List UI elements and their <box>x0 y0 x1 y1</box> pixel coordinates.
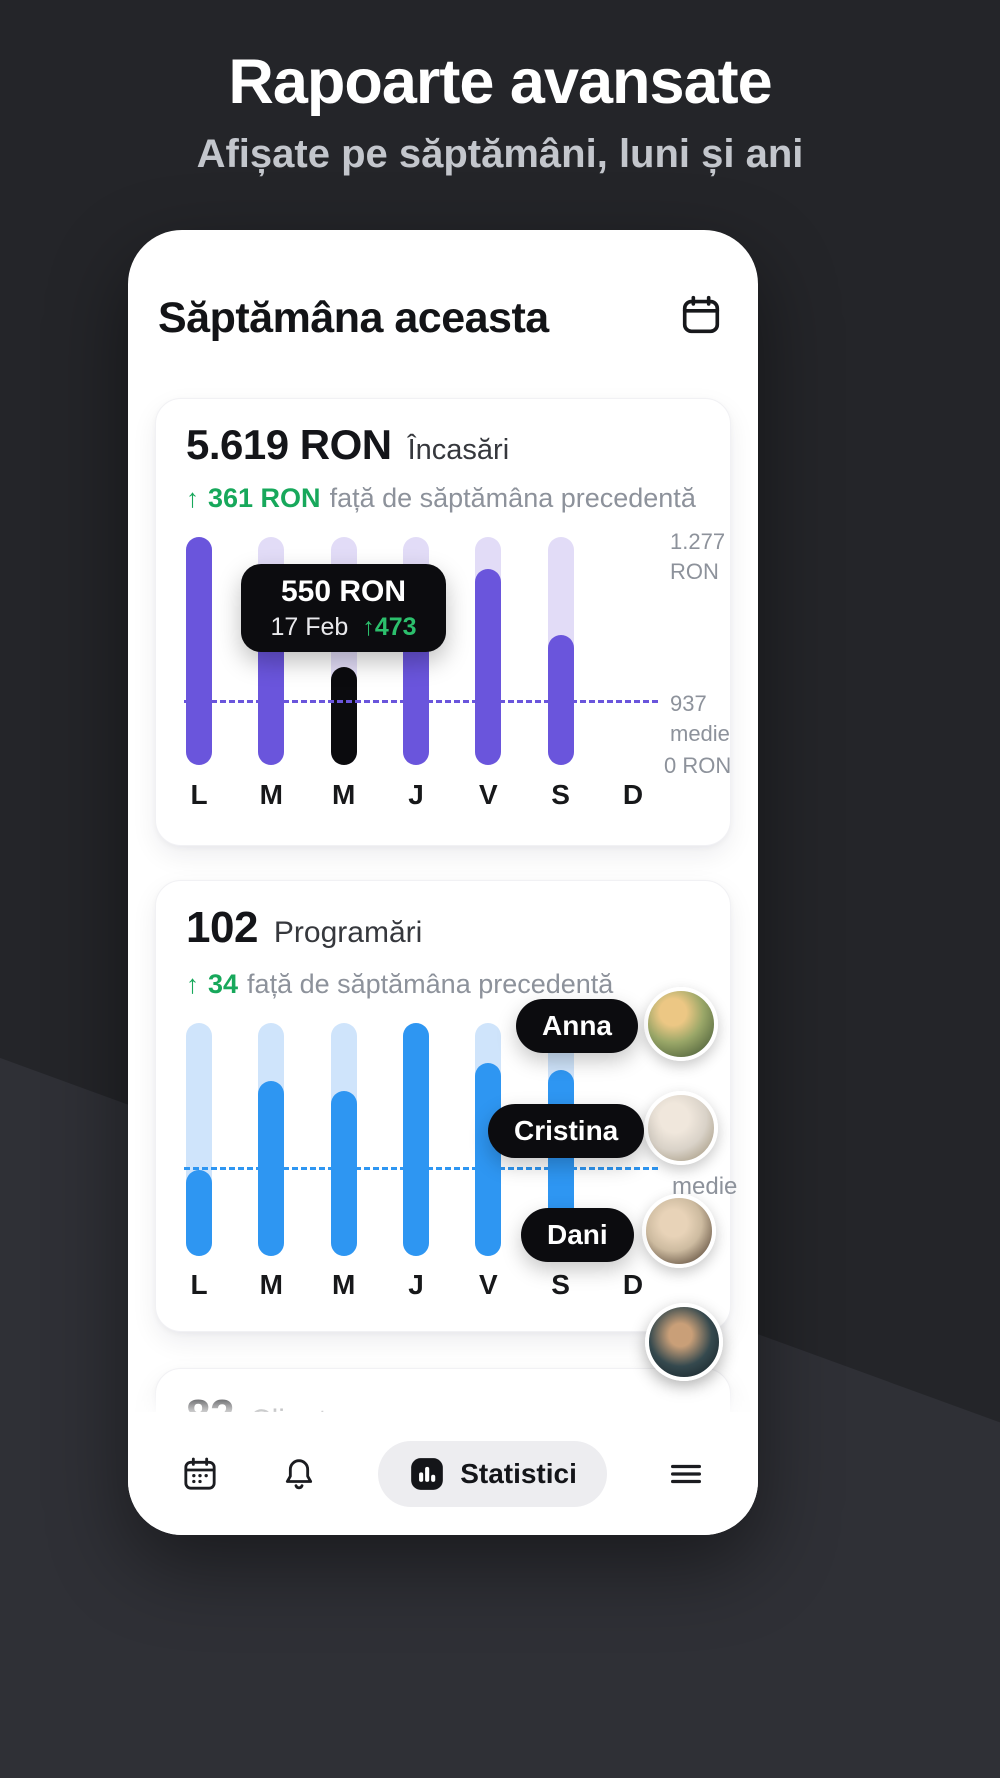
day-label-j: J <box>408 1269 424 1300</box>
phone-mockup: Săptămâna aceasta 5.619 RON Încasări ↑ 3… <box>128 230 758 1535</box>
avatar-anna[interactable] <box>644 987 718 1061</box>
bar-column-0-l[interactable] <box>186 537 212 765</box>
bar-chart-icon <box>411 1457 444 1490</box>
appointments-value: 102 <box>186 903 258 952</box>
day-label-v: V <box>478 1269 498 1300</box>
avatar-fourth-staff[interactable] <box>645 1303 723 1381</box>
nav-menu-button[interactable] <box>666 1454 706 1494</box>
bar-fill <box>186 1169 212 1256</box>
nav-notifications-button[interactable] <box>279 1454 319 1494</box>
bottom-navigation: Statistici <box>128 1412 758 1535</box>
day-label-s: S <box>551 1269 570 1300</box>
up-arrow-icon: ↑ <box>186 483 199 513</box>
appointments-delta-row: ↑ 34 față de săptămâna precedentă <box>186 969 613 1000</box>
staff-pill-dani[interactable]: Dani <box>521 1208 634 1262</box>
axis-average-label: 937 medie <box>670 691 730 746</box>
promo-subtitle: Afișate pe săptămâni, luni și ani <box>196 132 804 176</box>
calendar-grid-icon <box>184 1457 216 1490</box>
nav-statistics-button[interactable]: Statistici <box>378 1440 607 1507</box>
bar-column-3-j[interactable] <box>402 1023 429 1256</box>
day-label-s: S <box>551 779 570 810</box>
nav-statistics-label: Statistici <box>460 1457 577 1489</box>
bar-fill <box>402 1023 429 1256</box>
up-arrow-icon: ↑ <box>362 612 375 641</box>
nav-calendar-button[interactable] <box>180 1454 220 1494</box>
hamburger-menu-icon <box>670 1464 701 1483</box>
income-tooltip: 550 RON 17 Feb ↑473 <box>241 564 446 652</box>
bar-column-0-l[interactable] <box>186 1023 212 1256</box>
screen-title: Săptămâna aceasta <box>158 294 549 342</box>
bar-fill <box>186 537 212 765</box>
bar-fill <box>330 1090 357 1256</box>
staff-pill-anna[interactable]: Anna <box>516 999 638 1053</box>
calendar-icon[interactable] <box>678 292 724 338</box>
day-label-d: D <box>622 779 644 810</box>
day-label-m: M <box>259 1269 283 1300</box>
tooltip-delta-value: 473 <box>374 612 417 641</box>
income-delta: 361 RON <box>208 483 321 513</box>
up-arrow-icon: ↑ <box>186 969 199 999</box>
day-label-m: M <box>331 779 356 810</box>
bar-fill-selected <box>330 666 357 765</box>
day-label-m: M <box>259 779 283 810</box>
day-label-l: L <box>190 1269 208 1300</box>
appointments-value-row: 102 Programări <box>186 903 422 953</box>
bar-column-5-s[interactable] <box>547 537 574 765</box>
appointments-delta: 34 <box>208 969 239 999</box>
appointments-card: 102 Programări ↑ 34 față de săptămâna pr… <box>155 880 737 1332</box>
bar-fill <box>475 568 502 765</box>
day-label-d: D <box>622 1269 644 1300</box>
income-value-row: 5.619 RON Încasări <box>186 421 509 469</box>
income-value: 5.619 RON <box>186 421 392 468</box>
avatar-cristina[interactable] <box>644 1091 718 1165</box>
income-delta-note: față de săptămâna precedentă <box>329 483 696 513</box>
day-label-v: V <box>478 779 498 810</box>
day-label-j: J <box>408 779 424 810</box>
appointments-delta-note: față de săptămâna precedentă <box>247 969 614 999</box>
average-dashed-line <box>184 1166 658 1170</box>
tooltip-subrow: 17 Feb ↑473 <box>270 613 416 642</box>
avatar-dani[interactable] <box>642 1194 716 1268</box>
tooltip-delta: ↑473 <box>362 613 416 642</box>
income-delta-row: ↑ 361 RON față de săptămâna precedentă <box>186 483 696 514</box>
axis-min-label: 0 RON <box>664 753 732 778</box>
staff-pill-cristina[interactable]: Cristina <box>488 1104 645 1158</box>
day-label-l: L <box>190 779 208 810</box>
bar-column-2-m[interactable] <box>330 1023 357 1256</box>
bar-column-1-m[interactable] <box>258 1023 285 1256</box>
bar-fill <box>547 635 574 765</box>
tooltip-value: 550 RON <box>280 574 407 608</box>
income-label: Încasări <box>407 434 510 466</box>
income-card: 5.619 RON Încasări ↑ 361 RON față de săp… <box>155 398 731 846</box>
bar-column-6-d[interactable] <box>620 537 646 765</box>
axis-max-label: 1.277 RON <box>670 529 726 584</box>
promo-title: Rapoarte avansate <box>228 47 772 117</box>
tooltip-date: 17 Feb <box>270 612 349 641</box>
bar-column-4-v[interactable] <box>475 537 502 765</box>
appointments-label: Programări <box>273 916 423 949</box>
day-label-m: M <box>331 1269 356 1300</box>
average-dashed-line <box>184 700 658 704</box>
bar-fill <box>475 1062 502 1256</box>
average-label: medie <box>672 1173 738 1200</box>
bell-icon <box>286 1458 313 1489</box>
